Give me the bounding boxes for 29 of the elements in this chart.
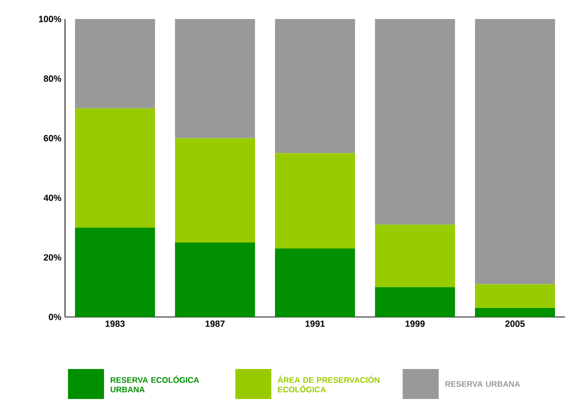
x-tick-label: 1991 bbox=[306, 320, 325, 327]
bar bbox=[175, 138, 256, 242]
bar bbox=[175, 242, 256, 317]
bar bbox=[75, 228, 156, 317]
y-tick-label: 0% bbox=[48, 314, 62, 320]
bar bbox=[375, 18, 455, 225]
bar bbox=[375, 224, 455, 288]
bar bbox=[275, 248, 356, 317]
y-tick-label: 100% bbox=[39, 16, 62, 22]
bar bbox=[275, 153, 356, 248]
y-tick-label: 80% bbox=[44, 75, 62, 82]
bar bbox=[275, 18, 356, 154]
x-tick-label: 2005 bbox=[505, 320, 525, 327]
x-tick-label: 1999 bbox=[406, 320, 425, 327]
y-tick-label: 60% bbox=[44, 135, 62, 142]
x-tick-label: 1983 bbox=[106, 320, 125, 327]
text: RESERVA URBANA bbox=[445, 381, 520, 387]
bar bbox=[475, 18, 555, 284]
bar bbox=[75, 108, 156, 228]
x-tick-label: 1987 bbox=[206, 320, 225, 327]
text: RESERVA ECOLÓGICA URBANA bbox=[110, 376, 200, 392]
y-tick-label: 20% bbox=[44, 254, 62, 261]
bar bbox=[475, 284, 555, 308]
bar bbox=[375, 287, 455, 317]
y-tick-label: 40% bbox=[44, 194, 62, 201]
bar bbox=[475, 308, 555, 317]
bar bbox=[175, 18, 256, 138]
bar bbox=[75, 18, 156, 108]
text: ÁREA DE PRESERVACIÓN ECOLÓGICA bbox=[278, 376, 380, 392]
